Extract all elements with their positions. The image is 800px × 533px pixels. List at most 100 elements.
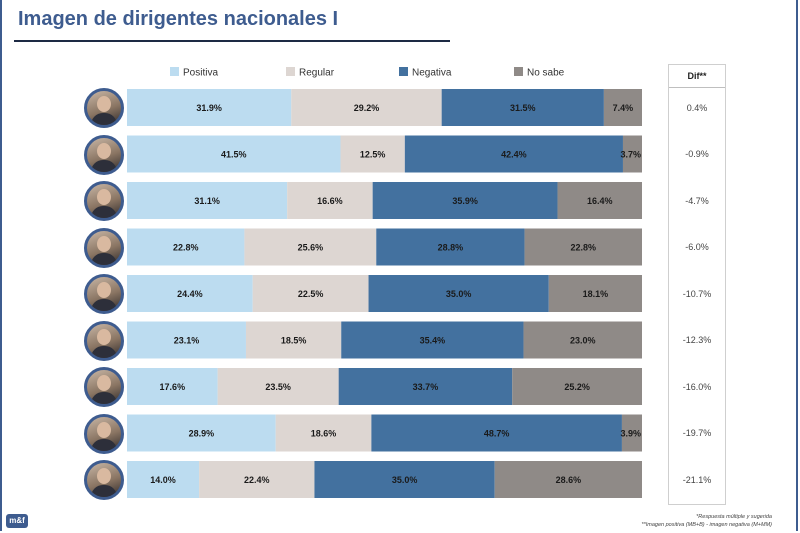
avatar [84,413,124,454]
data-label: 22.8% [173,243,199,253]
data-label: 22.4% [244,475,270,485]
page-title: Imagen de dirigentes nacionales I [18,8,339,30]
data-label: 22.8% [571,243,597,253]
legend-swatch [170,67,179,76]
data-label: 18.6% [311,429,337,439]
data-label: 25.6% [298,243,324,253]
bar-segment-negativa [314,461,495,498]
bar-segment-regular [217,368,339,405]
data-label: 7.4% [613,103,634,113]
dif-value: -16.0% [682,381,712,392]
data-label: 16.6% [317,196,343,206]
data-label: 14.0% [150,475,176,485]
data-label: 48.7% [484,429,510,439]
bar-segment-regular [340,135,405,173]
data-label: 22.5% [298,289,324,299]
title-underline [14,40,450,42]
dif-value: -21.1% [682,474,712,485]
bar-segment-no-sabe [621,414,642,452]
bar-segment-positiva [127,275,253,312]
data-label: 25.2% [564,382,590,392]
legend-item-positiva: Positiva [170,67,218,79]
bar-segment-regular [245,321,342,359]
dif-value: -4.7% [685,195,709,206]
bar-segment-no-sabe [548,275,642,312]
bar-segment-regular [275,414,372,452]
bar-segment-regular [199,461,315,498]
bar-segment-positiva [127,461,200,498]
bar-segment-negativa [441,89,604,126]
legend-item-no-sabe: No sabe [514,67,565,79]
dif-value: -12.3% [682,335,712,345]
data-label: 23.5% [265,382,291,392]
data-label: 16.4% [587,196,613,206]
data-label: 3.7% [620,150,641,160]
bar-segment-negativa [338,368,513,405]
data-label: 42.4% [501,150,527,160]
bar-segment-positiva [127,182,288,219]
dif-value: -10.7% [682,288,712,299]
bar-segment-no-sabe [622,135,642,173]
data-label: 23.0% [570,336,596,346]
dif-header: Dif** [669,65,725,88]
data-label: 29.2% [354,103,380,113]
bar-segment-negativa [371,414,622,452]
avatar [84,274,124,314]
bar-segment-positiva [127,135,341,173]
avatar [84,134,124,175]
bar-segment-negativa [404,135,623,173]
bar-segment-negativa [341,321,524,359]
dif-column: Dif** 0.4% -0.9% -4.7% -6.0% -10.7% -12.3% -16… [668,64,726,505]
data-label: 28.8% [438,243,464,253]
data-label: 33.7% [413,382,439,392]
bar-segment-positiva [127,368,218,405]
data-label: 35.0% [446,289,472,299]
bar-segment-regular [244,228,377,266]
data-label: 31.1% [194,196,220,206]
brand-logo: m&f [6,514,28,528]
footnote-2: **Imagen positiva (MB+B) - imagen negati… [641,522,772,528]
avatar [84,367,124,407]
bar-segment-negativa [376,228,525,266]
data-label: 18.1% [583,289,609,299]
legend-swatch [514,67,523,76]
bar-segment-positiva [127,321,246,359]
data-label: 12.5% [360,150,386,160]
bar-segment-regular [291,89,442,126]
legend-swatch [286,67,295,76]
avatar [84,181,124,221]
data-label: 41.5% [221,150,247,160]
data-label: 18.5% [281,336,307,346]
bar-segment-positiva [127,228,245,266]
legend-label: Regular [299,68,335,79]
legend-label: Positiva [183,68,218,79]
bar-segment-no-sabe [523,321,642,359]
dif-value: -0.9% [685,149,709,159]
avatar [84,227,124,268]
bar-segment-regular [252,275,369,312]
bar-segment-no-sabe [603,89,642,126]
bar-segment-no-sabe [512,368,642,405]
data-label: 28.9% [189,429,215,439]
bar-segment-no-sabe [557,182,642,219]
data-label: 3.9% [620,429,641,439]
data-label: 24.4% [177,289,203,299]
bar-segment-negativa [372,182,558,219]
data-label: 35.0% [392,475,418,485]
legend-label: Negativa [412,68,452,79]
bar-segment-no-sabe [494,461,642,498]
dif-value: -6.0% [685,242,709,252]
avatar [84,88,124,128]
legend-label: No sabe [527,68,565,79]
bar-segment-positiva [127,89,292,126]
data-label: 31.9% [196,103,222,113]
bar-segment-no-sabe [524,228,642,266]
avatar [84,460,124,500]
data-label: 17.6% [160,382,186,392]
data-label: 23.1% [174,336,200,346]
bar-segment-positiva [127,414,276,452]
dif-value: -19.7% [682,428,712,438]
data-label: 31.5% [510,103,536,113]
